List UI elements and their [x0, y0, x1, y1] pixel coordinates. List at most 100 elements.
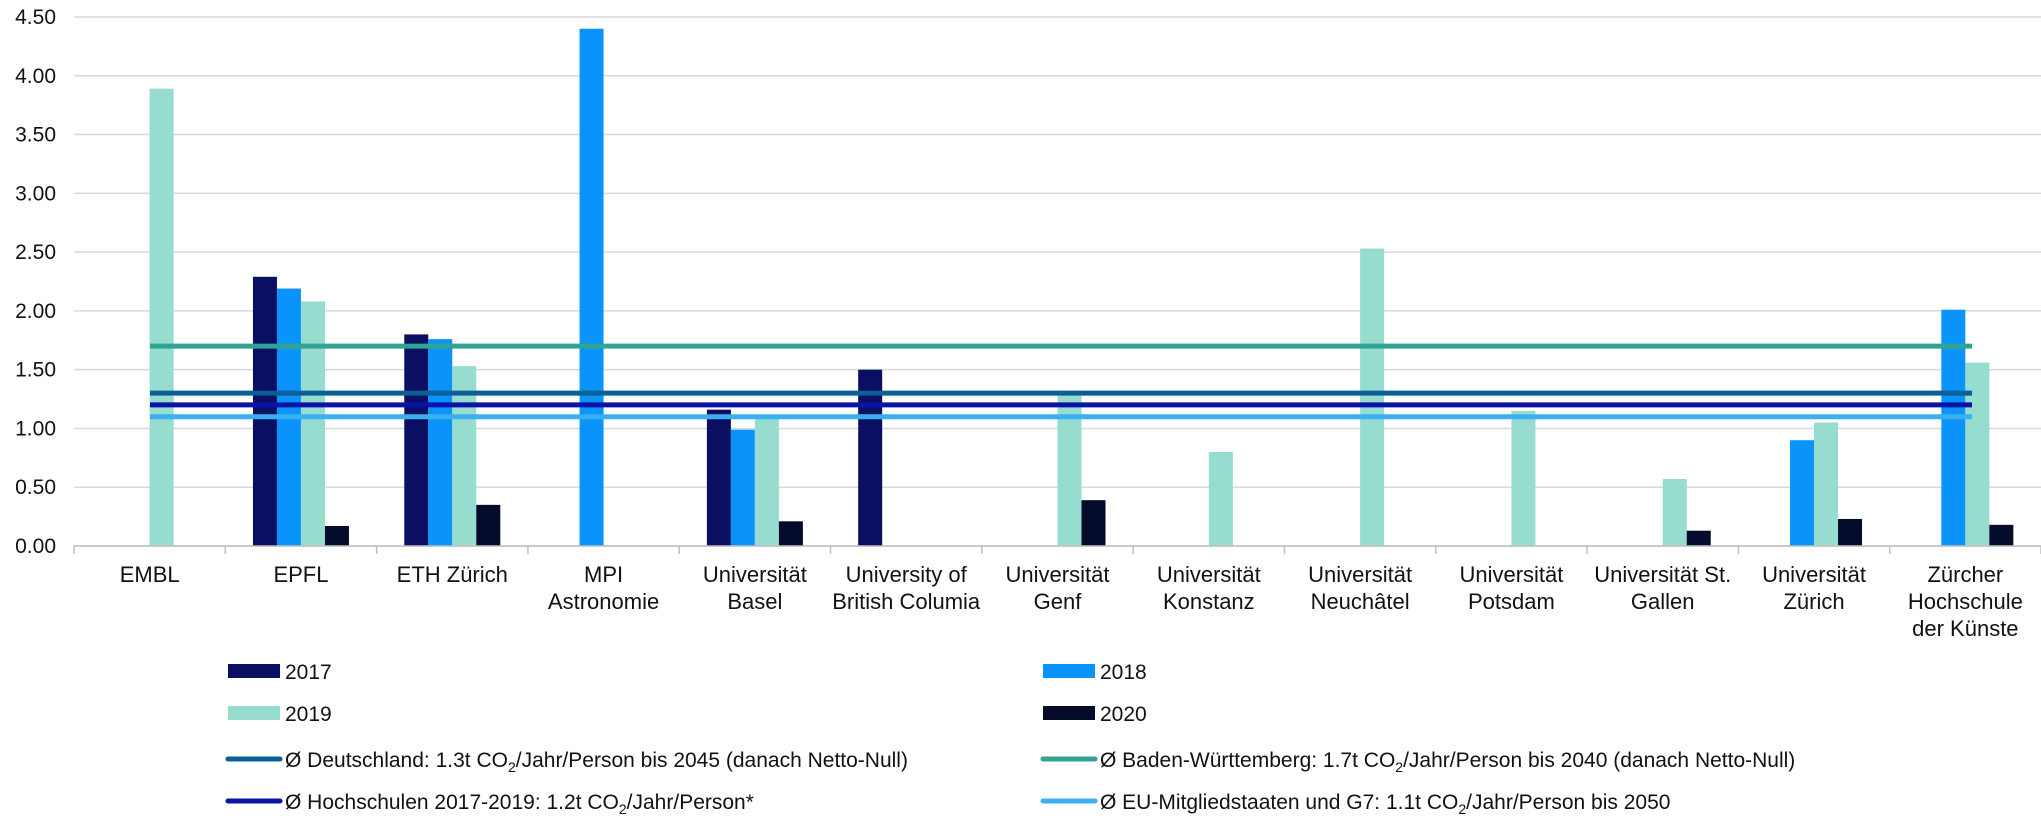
bar-2019: [1360, 248, 1385, 546]
y-tick-label: 2.50: [15, 241, 56, 264]
x-tick-label-line: Universität St.: [1594, 562, 1731, 587]
x-axis-labels: EMBL EPFL ETH Zürich MPI Astronomie Universit…: [120, 562, 2023, 641]
x-tick-label-line: MPI: [584, 562, 623, 587]
x-tick-label-line: Universität: [1762, 562, 1866, 587]
y-tick-label: 2.00: [15, 300, 56, 323]
bar-2019: [1814, 422, 1839, 546]
x-tick-label: MPI Astronomie: [548, 562, 659, 614]
x-tick-label-line: Basel: [727, 589, 782, 614]
legend-label: 2017: [285, 661, 332, 684]
y-tick-label: 4.50: [15, 6, 56, 29]
x-tick-label-line: Neuchâtel: [1311, 589, 1410, 614]
x-tick-label: Universität Zürich: [1762, 562, 1866, 614]
y-tick-label: 0.50: [15, 476, 56, 499]
legend-label-part: Ø EU-Mitgliedstaaten und G7: 1.1t CO: [1100, 791, 1458, 814]
bar-2019: [1662, 478, 1687, 546]
x-tick-label-line: Konstanz: [1163, 589, 1255, 614]
x-tick-label-line: EPFL: [273, 562, 328, 587]
legend-swatch-2018: [1043, 664, 1095, 678]
bar-2020: [1686, 530, 1711, 546]
x-tick-label-line: British Columia: [832, 589, 981, 614]
bar-2018: [428, 339, 453, 546]
x-tick-label: EPFL: [273, 562, 328, 587]
bar-2017: [252, 276, 277, 546]
bar-2017: [706, 409, 731, 546]
legend-label-subscript: 2: [1395, 759, 1403, 775]
x-tick-label: Universität Genf: [1006, 562, 1110, 614]
x-tick-label: Universität Basel: [703, 562, 807, 614]
legend-label-subscript: 2: [508, 759, 516, 775]
legend-label: Ø Hochschulen 2017-2019: 1.2t CO2/Jahr/P…: [285, 791, 754, 817]
y-tick-label: 1.50: [15, 359, 56, 382]
bar-2019: [149, 88, 174, 546]
bar-2019: [300, 301, 325, 546]
legend-label: 2018: [1100, 661, 1147, 684]
x-tick-label: EMBL: [120, 562, 180, 587]
legend-label-part: /Jahr/Person bis 2040 (danach Netto-Null…: [1403, 749, 1795, 772]
bar-2017: [858, 369, 883, 546]
legend-label-subscript: 2: [1458, 801, 1466, 817]
x-tick-label-line: Universität: [1006, 562, 1110, 587]
legend-swatch-2020: [1043, 706, 1095, 720]
x-tick-label-line: Universität: [1157, 562, 1261, 587]
bar-2019: [1208, 451, 1233, 546]
bar-2018: [579, 28, 604, 547]
legend-label: Ø Deutschland: 1.3t CO2/Jahr/Person bis …: [285, 749, 908, 775]
bar-2020: [1989, 524, 2014, 546]
legend-label-part: /Jahr/Person*: [627, 791, 754, 814]
x-tick-label-line: Potsdam: [1468, 589, 1555, 614]
x-axis: [73, 545, 2041, 554]
x-tick-label-line: Universität: [1308, 562, 1412, 587]
x-tick-label-line: Gallen: [1631, 589, 1695, 614]
legend-label-part: Ø Deutschland: 1.3t CO: [285, 749, 508, 772]
x-tick-label: Universität St. Gallen: [1594, 562, 1731, 614]
bar-2020: [1081, 500, 1106, 546]
bar-2020: [778, 521, 803, 546]
x-tick-label-line: Zürich: [1783, 589, 1844, 614]
bar-2019: [1057, 395, 1082, 546]
legend-label: 2020: [1100, 703, 1147, 726]
y-tick-label: 3.00: [15, 182, 56, 205]
bar-2018: [1790, 440, 1815, 546]
y-tick-label: 0.00: [15, 535, 56, 558]
x-tick-label-line: Hochschule: [1908, 589, 2023, 614]
x-tick-label: ETH Zürich: [397, 562, 508, 587]
legend-swatch-2019: [228, 706, 280, 720]
legend-label-part: Ø Hochschulen 2017-2019: 1.2t CO: [285, 791, 619, 814]
bar-2019: [1511, 410, 1536, 546]
x-tick-label-line: Universität: [1459, 562, 1563, 587]
x-tick-label: Universität Konstanz: [1157, 562, 1261, 614]
x-tick-label: Universität Neuchâtel: [1308, 562, 1412, 614]
x-tick-label: Universität Potsdam: [1459, 562, 1563, 614]
legend-label: 2019: [285, 703, 332, 726]
legend-label-part: /Jahr/Person bis 2050: [1466, 791, 1670, 814]
x-tick-label-line: der Künste: [1912, 616, 2018, 641]
bar-2018: [730, 429, 755, 546]
x-tick-label-line: University of: [846, 562, 968, 587]
y-tick-label: 4.00: [15, 65, 56, 88]
y-tick-label: 3.50: [15, 124, 56, 147]
bar-2019: [452, 366, 477, 546]
bar-2020: [1838, 518, 1863, 546]
legend-label: Ø EU-Mitgliedstaaten und G7: 1.1t CO2/Ja…: [1100, 791, 1670, 817]
legend-label: Ø Baden-Württemberg: 1.7t CO2/Jahr/Perso…: [1100, 749, 1795, 775]
x-tick-label-line: Zürcher: [1927, 562, 2003, 587]
bar-2019: [754, 417, 779, 546]
bar-2020: [476, 504, 501, 546]
x-tick-label-line: EMBL: [120, 562, 180, 587]
bar-2017: [404, 334, 429, 546]
x-tick-label-line: Astronomie: [548, 589, 659, 614]
legend-swatch-2017: [228, 664, 280, 678]
x-tick-label-line: Genf: [1034, 589, 1083, 614]
x-tick-label: Zürcher Hochschule der Künste: [1908, 562, 2023, 641]
x-tick-label: University of British Columia: [832, 562, 981, 614]
legend-label-part: Ø Baden-Württemberg: 1.7t CO: [1100, 749, 1395, 772]
reference-lines: [150, 343, 1972, 420]
x-tick-label-line: ETH Zürich: [397, 562, 508, 587]
y-axis-ticks: 0.00 0.50 1.00 1.50 2.00 2.50 3.00 3.50 4.00 4.50: [15, 6, 56, 558]
bars: [149, 28, 2014, 547]
y-tick-label: 1.00: [15, 417, 56, 440]
legend-label-subscript: 2: [619, 801, 627, 817]
